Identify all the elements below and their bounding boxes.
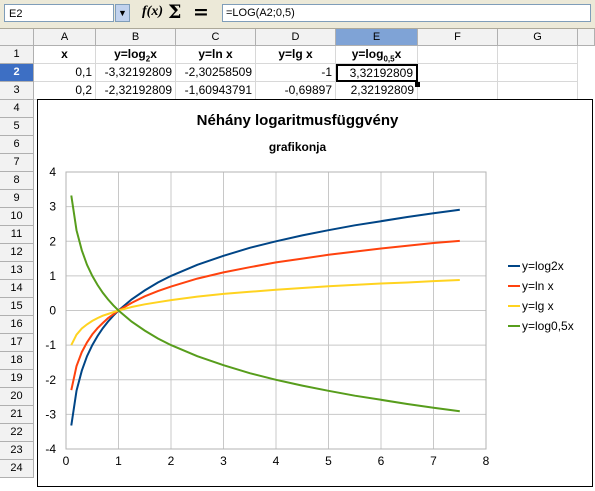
column-header-e[interactable]: E	[336, 29, 418, 46]
column-header-a[interactable]: A	[34, 29, 96, 46]
cell-d1[interactable]: y=lg x	[256, 46, 336, 64]
cell-b1-text: y=log	[114, 47, 146, 61]
cell-f3[interactable]	[418, 82, 498, 100]
column-header-f[interactable]: F	[418, 29, 498, 46]
row-header-4[interactable]: 4	[0, 100, 34, 118]
column-header-d[interactable]: D	[256, 29, 336, 46]
name-box[interactable]: E2	[4, 4, 114, 22]
row-header-21[interactable]: 21	[0, 406, 34, 424]
row-header-3[interactable]: 3	[0, 82, 34, 100]
cell-e3[interactable]: 2,32192809	[336, 82, 418, 100]
row-header-14[interactable]: 14	[0, 280, 34, 298]
cell-c1[interactable]: y=ln x	[176, 46, 256, 64]
row-header-2[interactable]: 2	[0, 64, 34, 82]
cell-c3[interactable]: -1,60943791	[176, 82, 256, 100]
row-header-1[interactable]: 1	[0, 46, 34, 64]
formula-bar: E2 ▼ f(x) Σ = =LOG(A2;0,5)	[0, 0, 595, 29]
fill-handle[interactable]	[415, 82, 420, 87]
cell-e1[interactable]: y=log0,5x	[336, 46, 418, 64]
row-header-16[interactable]: 16	[0, 316, 34, 334]
cell-g3[interactable]	[498, 82, 578, 100]
row-header-12[interactable]: 12	[0, 244, 34, 262]
formula-input[interactable]: =LOG(A2;0,5)	[222, 4, 591, 22]
row-header-15[interactable]: 15	[0, 298, 34, 316]
cell-e1-tail: x	[394, 47, 402, 61]
row-header-8[interactable]: 8	[0, 172, 34, 190]
column-header-g[interactable]: G	[498, 29, 578, 46]
cell-a3[interactable]: 0,2	[34, 82, 96, 100]
row-header-10[interactable]: 10	[0, 208, 34, 226]
cell-f2[interactable]	[418, 64, 498, 82]
row-header-11[interactable]: 11	[0, 226, 34, 244]
cell-b2[interactable]: -3,32192809	[96, 64, 176, 82]
cell-g2[interactable]	[498, 64, 578, 82]
spreadsheet-grid: A B C D E F G 1 2 3 4 5 6 7 8 9 10 11 12 13 14 15 16 17 1…	[0, 29, 595, 491]
row-header-18[interactable]: 18	[0, 352, 34, 370]
function-icon[interactable]: =	[193, 1, 209, 23]
cell-b1-subscript: 2	[145, 54, 151, 64]
cell-e1-subscript: 0,5	[383, 54, 395, 64]
cell-b3[interactable]: -2,32192809	[96, 82, 176, 100]
cell-a2[interactable]: 0,1	[34, 64, 96, 82]
row-header-22[interactable]: 22	[0, 424, 34, 442]
row-header-13[interactable]: 13	[0, 262, 34, 280]
column-header-h[interactable]	[578, 29, 595, 46]
embedded-chart[interactable]	[37, 99, 593, 487]
cell-f1[interactable]	[418, 46, 498, 64]
name-box-dropdown-button[interactable]: ▼	[115, 4, 130, 22]
select-all-corner[interactable]	[0, 29, 34, 46]
cell-e1-text: y=log	[351, 47, 384, 61]
cell-e2-active[interactable]: 3,32192809	[336, 64, 418, 82]
column-header-c[interactable]: C	[176, 29, 256, 46]
cell-d3[interactable]: -0,69897	[256, 82, 336, 100]
sum-icon[interactable]: Σ	[168, 1, 182, 23]
row-header-9[interactable]: 9	[0, 190, 34, 208]
row-header-17[interactable]: 17	[0, 334, 34, 352]
function-wizard-icon[interactable]: f(x)	[142, 4, 163, 19]
column-header-b[interactable]: B	[96, 29, 176, 46]
row-header-7[interactable]: 7	[0, 154, 34, 172]
cell-g1[interactable]	[498, 46, 578, 64]
cell-a1[interactable]: x	[34, 46, 96, 64]
cell-b1[interactable]: y=log2x	[96, 46, 176, 64]
row-header-24[interactable]: 24	[0, 460, 34, 478]
row-header-19[interactable]: 19	[0, 370, 34, 388]
cell-d2[interactable]: -1	[256, 64, 336, 82]
row-header-5[interactable]: 5	[0, 118, 34, 136]
cell-b1-tail: x	[150, 47, 157, 61]
row-header-20[interactable]: 20	[0, 388, 34, 406]
cell-c2[interactable]: -2,30258509	[176, 64, 256, 82]
row-header-23[interactable]: 23	[0, 442, 34, 460]
row-header-6[interactable]: 6	[0, 136, 34, 154]
chart-title: Néhány logaritmusfüggvény	[196, 112, 399, 129]
chart-subtitle: grafikonja	[268, 140, 327, 154]
